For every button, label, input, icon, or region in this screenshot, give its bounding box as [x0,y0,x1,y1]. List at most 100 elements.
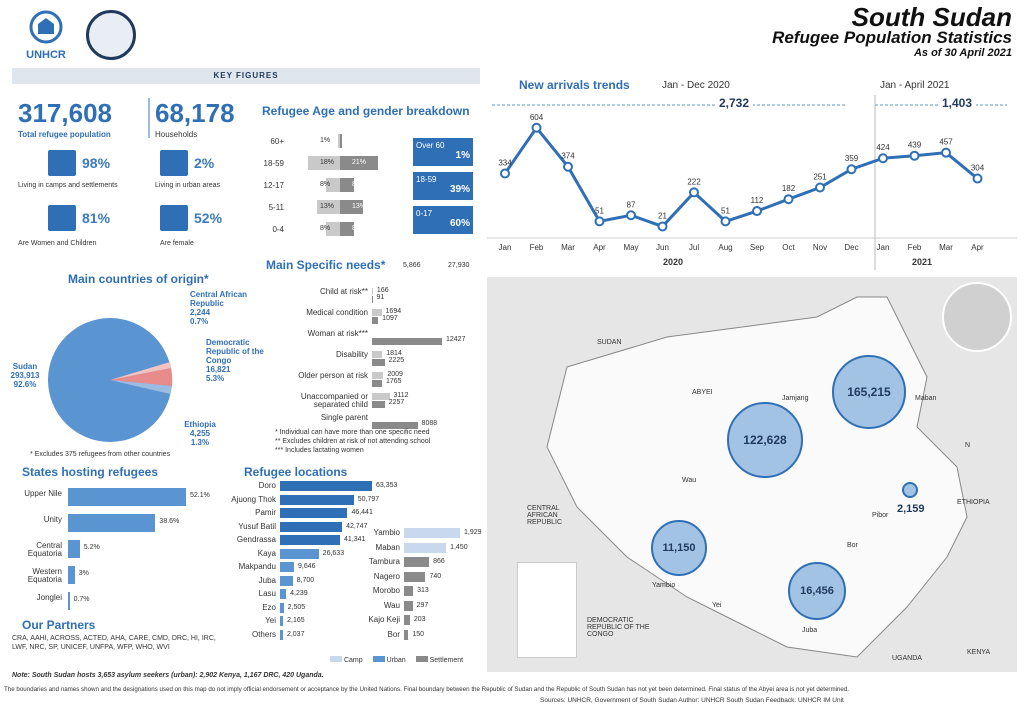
trend-point [563,161,573,172]
trend-value-label: 51 [721,206,730,215]
trend-value-label: 424 [876,143,890,152]
location-label: Gendrassa [236,535,276,544]
trend-month-label: Jul [689,243,699,252]
age-label: 0-4 [272,225,284,234]
trend-month-label: Apr [593,243,606,252]
bubble-unity: 122,628 [727,402,803,478]
location-bar [280,535,341,545]
need-bar-male [372,372,384,379]
trend-point [689,187,699,198]
trend-value-label: 87 [627,200,636,209]
need-value-female: 1097 [382,315,398,322]
map-label-kenya: KENYA [967,649,991,656]
trend-month-label: Aug [718,243,732,252]
location2-label: Tambura [368,557,400,566]
map-label-car: CENTRAL AFRICAN REPUBLIC [527,505,563,526]
location-value: 2,505 [287,603,306,611]
female-label: Are female [160,240,194,247]
location-label: Pamir [255,508,276,517]
need-value-female: 2225 [388,357,405,364]
age-bar-male [316,200,340,214]
age-bar-female [340,222,355,236]
place-yambio: Yambio [652,582,676,589]
trend-value-label: 112 [751,196,764,205]
state-value: 3% [78,570,89,577]
trend-point [720,216,731,227]
need-bar-male [372,288,373,295]
state-label: Western Equatoria [27,567,62,584]
unhcr-logo: UNHCR [20,10,72,61]
trends-period2: Jan - April 2021 [880,80,950,91]
state-bar [68,566,75,584]
trend-month-label: Feb [530,243,544,252]
age-summary-value: 60% [449,218,470,229]
location2-label: Morobo [372,586,400,595]
origin-title: Main countries of origin* [68,272,209,286]
location2-bar [404,571,426,582]
north-arrow-icon: N [965,442,971,449]
location2-value: 1,929 [464,529,482,536]
origin-label-drc: Democratic Republic of the Congo 16,821 5.… [206,338,264,383]
trend-value-label: 222 [687,177,701,186]
pie-slice-ethiopia [110,380,172,394]
need-label: Older person at risk [298,371,368,380]
female-pct: 52% [194,210,223,226]
bubble-jonglei [902,482,918,498]
camps-pct: 98% [82,155,111,171]
state-label: Central Equatoria [27,541,62,558]
need-value-female: 8088 [421,420,438,427]
trends-chart: 334 Jan 604 Feb 374 Mar 51 Apr 87 May 21 Jun 222 Jul 5… [487,95,1017,270]
age-bar-male [307,156,340,170]
trend-value-label: 304 [971,164,985,173]
state-label: Unity [43,515,62,524]
location2-value: 313 [417,587,429,594]
need-label: Single parent [320,413,368,422]
origin-label-car: Central African Republic 2,244 0.7% [190,290,248,326]
households-value: 68,178 [155,98,235,128]
trend-point [594,216,605,227]
trend-month-label: Sep [750,243,765,252]
page-title: South Sudan [851,2,1012,32]
age-male-pct: 8% [320,225,331,232]
location-value: 4,239 [290,590,308,597]
age-summary-box: Over 60 1% [413,138,473,166]
location-label: Yei [265,616,276,625]
trend-point [878,153,888,164]
trend-month-label: Apr [971,243,984,252]
origin-label-sudan: Sudan 293,913 92.6% [10,362,40,389]
age-title: Refugee Age and gender breakdown [262,104,470,118]
location-label: Ajuong Thok [231,494,276,504]
states-title: States hosting refugees [22,465,159,479]
need-bar-male [372,309,382,316]
age-summary-box: 0-17 60% [413,206,473,234]
age-female-pct: 21% [352,159,367,166]
age-summary-value: 39% [449,184,470,195]
age-label: 60+ [270,137,284,146]
age-summary-value: 1% [455,150,470,161]
location2-value: 203 [413,616,426,623]
trend-month-label: Feb [908,243,922,252]
need-label: Unaccompanied or separated child [300,392,368,409]
location-bar [280,508,348,518]
age-summary-range: 0-17 [416,209,433,218]
camps-label: Living in camps and settlements [18,182,118,189]
women-label: Are Women and Children [18,240,97,247]
trend-point [783,194,794,205]
trend-value-label: 251 [813,173,827,182]
trend-point [941,147,951,158]
trends-period1: Jan - Dec 2020 [662,80,730,91]
location2-label: Maban [375,542,400,552]
location-value: 26,633 [322,549,345,557]
state-value: 38.6% [159,518,180,525]
trend-year-2020: 2020 [663,257,683,267]
age-bar-female [340,200,364,214]
legend-urban: Urban [372,656,406,664]
origin-pie [48,318,173,442]
age-bar-male [338,134,340,148]
government-seal-icon [86,10,136,60]
trend-value-label: 457 [939,138,953,147]
location-label: Lasu [258,589,276,598]
place-maban: Maban [915,395,937,402]
divider [148,98,150,138]
age-summary-range: 18-59 [416,175,437,184]
